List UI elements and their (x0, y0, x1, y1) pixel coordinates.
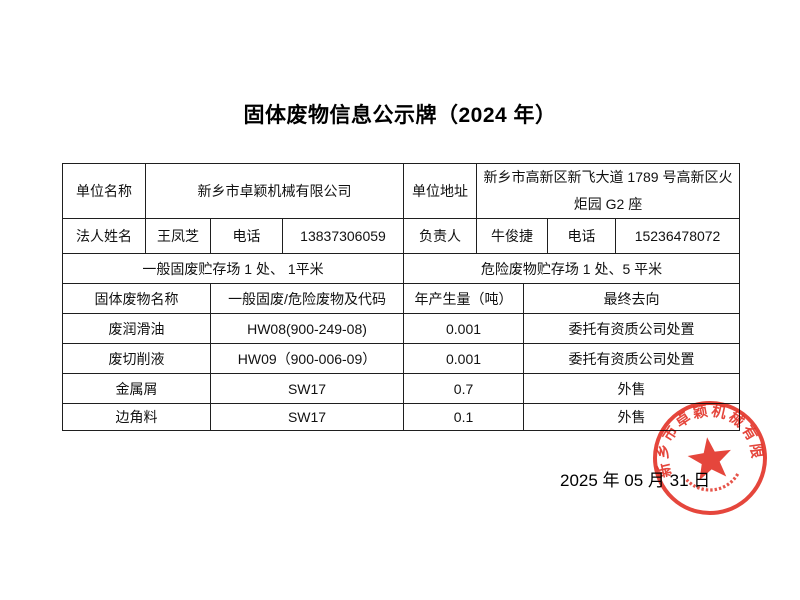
header-waste-name: 固体废物名称 (62, 283, 211, 314)
table-row: 废切削液 HW09（900-006-09） 0.001 委托有资质公司处置 (62, 343, 741, 374)
table-row: 边角料 SW17 0.1 外售 (62, 403, 741, 431)
final-destination: 委托有资质公司处置 (523, 343, 741, 374)
unit-addr-value: 新乡市高新区新飞大道 1789 号高新区火炬园 G2 座 (476, 163, 741, 219)
waste-code: SW17 (209, 403, 405, 431)
phone2-value: 15236478072 (615, 218, 741, 254)
final-destination: 委托有资质公司处置 (523, 313, 741, 344)
phone2-label: 电话 (547, 218, 617, 254)
phone1-label: 电话 (210, 218, 283, 254)
annual-output: 0.1 (403, 403, 525, 431)
waste-code: HW08(900-249-08) (209, 313, 405, 344)
annual-output: 0.001 (403, 313, 525, 344)
table-row: 废润滑油 HW08(900-249-08) 0.001 委托有资质公司处置 (62, 313, 741, 344)
header-annual-output: 年产生量（吨） (403, 283, 525, 314)
legal-name-value: 王凤芝 (145, 218, 211, 254)
table-header-row: 固体废物名称 一般固废/危险废物及代码 年产生量（吨） 最终去向 (62, 283, 741, 314)
waste-code: HW09（900-006-09） (209, 343, 405, 374)
waste-name: 废润滑油 (62, 313, 211, 344)
table-row: 单位名称 新乡市卓颖机械有限公司 单位地址 新乡市高新区新飞大道 1789 号高… (62, 163, 741, 219)
annual-output: 0.7 (403, 373, 525, 404)
table-row: 一般固废贮存场 1 处、 1平米 危险废物贮存场 1 处、5 平米 (61, 253, 741, 284)
legal-name-label: 法人姓名 (62, 218, 146, 254)
final-destination: 外售 (523, 373, 741, 404)
publish-date: 2025 年 05 月 31 日 (560, 471, 711, 490)
storage-general: 一般固废贮存场 1 处、 1平米 (61, 253, 405, 284)
unit-name-label: 单位名称 (62, 163, 146, 219)
table-row: 金属屑 SW17 0.7 外售 (62, 373, 741, 404)
waste-info-table: 单位名称 新乡市卓颖机械有限公司 单位地址 新乡市高新区新飞大道 1789 号高… (61, 163, 741, 431)
header-waste-code: 一般固废/危险废物及代码 (209, 283, 405, 314)
page-title: 固体废物信息公示牌（2024 年） (243, 104, 557, 127)
manager-value: 牛俊捷 (476, 218, 549, 254)
header-final-destination: 最终去向 (523, 283, 741, 314)
waste-name: 边角料 (62, 403, 211, 431)
unit-addr-label: 单位地址 (403, 163, 478, 219)
unit-name-value: 新乡市卓颖机械有限公司 (144, 163, 405, 219)
table-row: 法人姓名 王凤芝 电话 13837306059 负责人 牛俊捷 电话 15236… (62, 218, 741, 254)
annual-output: 0.001 (403, 343, 525, 374)
manager-label: 负责人 (403, 218, 478, 254)
waste-name: 金属屑 (62, 373, 211, 404)
waste-name: 废切削液 (62, 343, 211, 374)
phone1-value: 13837306059 (281, 218, 405, 254)
storage-hazard: 危险废物贮存场 1 处、5 平米 (403, 253, 741, 284)
waste-code: SW17 (209, 373, 405, 404)
final-destination: 外售 (523, 403, 741, 431)
